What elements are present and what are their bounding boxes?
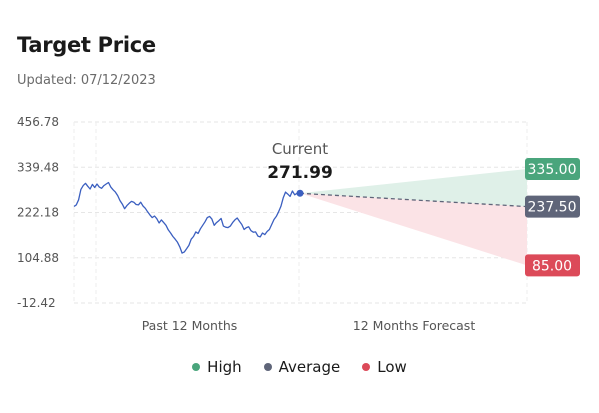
updated-date: Updated: 07/12/2023 <box>17 73 156 88</box>
x-section-label-forecast: 12 Months Forecast <box>353 318 476 333</box>
legend-dot-high <box>192 363 201 371</box>
legend-dot-low <box>362 363 371 371</box>
y-tick-label: 339.48 <box>17 160 59 174</box>
legend-item-average[interactable]: Average <box>263 358 341 376</box>
badge-high-value: 335.00 <box>528 162 577 178</box>
badge-average-value: 237.50 <box>528 200 577 216</box>
badge-low <box>525 254 580 277</box>
chart-legend: High Average Low <box>0 358 599 376</box>
forecast-average-line <box>299 192 528 208</box>
forecast-high-area <box>300 168 527 207</box>
forecast-low-area <box>300 193 527 266</box>
badge-high <box>525 157 580 180</box>
current-label: Current <box>272 140 328 158</box>
y-tick-label: 456.78 <box>17 115 59 129</box>
current-point <box>296 189 304 197</box>
badge-low-value: 85.00 <box>532 258 572 274</box>
legend-item-high[interactable]: High <box>192 358 242 376</box>
x-section-label-past: Past 12 Months <box>142 318 238 333</box>
current-value: 271.99 <box>267 163 333 183</box>
legend-label-average: Average <box>278 358 341 376</box>
legend-item-low[interactable]: Low <box>362 358 407 376</box>
y-tick-label: 104.88 <box>17 251 59 265</box>
y-tick-label: -12.42 <box>17 296 56 310</box>
page-title: Target Price <box>17 33 156 57</box>
legend-label-low: Low <box>377 358 407 376</box>
badge-average <box>525 195 580 218</box>
history-line <box>73 181 298 254</box>
y-tick-label: 222.18 <box>17 206 59 220</box>
legend-label-high: High <box>207 358 242 376</box>
legend-dot-average <box>263 363 272 371</box>
